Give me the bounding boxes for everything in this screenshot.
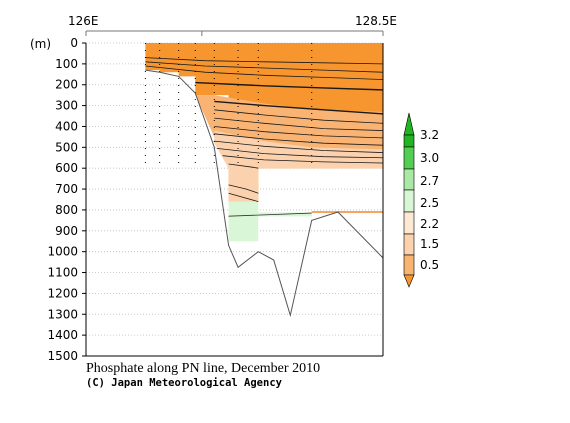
- colorbar-bottom-arrow: [403, 274, 415, 288]
- contour-line-2: [145, 65, 384, 80]
- y-tick-label-300: 300: [55, 99, 78, 113]
- contour-line-3: [195, 81, 384, 91]
- colorbar-seg-6: [403, 254, 415, 276]
- colorbar-seg-2: [403, 168, 415, 191]
- y-tick-label-600: 600: [55, 161, 78, 175]
- region-1-5-2-2: [214, 130, 383, 202]
- y-tick-label-400: 400: [55, 119, 78, 133]
- contour-line-0: [145, 57, 384, 65]
- contour-line-9: [214, 140, 384, 153]
- contour-line-6: [214, 117, 384, 131]
- colorbar-label-5: 1.5: [420, 237, 439, 251]
- y-tick-label-0: 0: [70, 36, 78, 50]
- y-tick-label-1400: 1400: [47, 328, 78, 342]
- y-tick-label-1000: 1000: [47, 245, 78, 259]
- y-tick-labels: 0 100 200 300 400 500 600 700 800 900 1000 1100 1200…: [47, 36, 86, 363]
- y-tick-label-900: 900: [55, 224, 78, 238]
- colorbar-seg-5: [403, 233, 415, 256]
- y-tick-label-200: 200: [55, 78, 78, 92]
- y-tick-label-1200: 1200: [47, 286, 78, 300]
- y-tick-label-1300: 1300: [47, 307, 78, 321]
- contour-line-5: [214, 109, 384, 124]
- colorbar-top-arrow: [403, 112, 415, 136]
- contour-line-11: [222, 155, 384, 164]
- y-tick-label-100: 100: [55, 57, 78, 71]
- credit-text: (C) Japan Meteorological Agency: [86, 377, 283, 389]
- x-tick-label-128-5e: 128.5E: [355, 14, 397, 28]
- colorbar-seg-0: [403, 134, 415, 148]
- colorbar-label-6: 0.5: [420, 258, 439, 272]
- contour-line-14: [228, 192, 259, 202]
- contour-line-10: [216, 148, 384, 159]
- colorbar-label-2: 2.7: [420, 174, 439, 188]
- colorbar-seg-1: [403, 146, 415, 170]
- region-2-7-3-0: [228, 201, 259, 242]
- contour-line-1: [145, 61, 384, 73]
- colorbar-seg-4: [403, 211, 415, 235]
- colorbar: 3.2 3.0 2.7 2.5 2.2 1.5 0.5: [403, 112, 439, 288]
- colorbar-label-3: 2.5: [420, 196, 439, 210]
- contour-line-4: [214, 100, 384, 115]
- y-tick-label-500: 500: [55, 140, 78, 154]
- chart-title: Phosphate along PN line, December 2010: [86, 361, 320, 376]
- section-plot: [85, 30, 384, 357]
- y-tick-label-800: 800: [55, 203, 78, 217]
- contour-line-12: [228, 163, 259, 169]
- contour-line-820: [228, 212, 312, 217]
- x-tick-label-126e: 126E: [68, 14, 99, 28]
- y-tick-label-1100: 1100: [47, 266, 78, 280]
- y-tick-label-1500: 1500: [47, 349, 78, 363]
- colorbar-label-1: 3.0: [420, 151, 439, 165]
- colorbar-seg-3: [403, 189, 415, 213]
- contour-line-8: [214, 133, 384, 146]
- colorbar-label-4: 2.2: [420, 217, 439, 231]
- colorbar-label-0: 3.2: [420, 128, 439, 142]
- bottom-profile-line: [145, 69, 384, 318]
- contour-line-7: [214, 126, 384, 139]
- y-tick-label-700: 700: [55, 182, 78, 196]
- y-axis-unit-label: (m): [30, 37, 51, 51]
- contour-line-13: [228, 184, 259, 194]
